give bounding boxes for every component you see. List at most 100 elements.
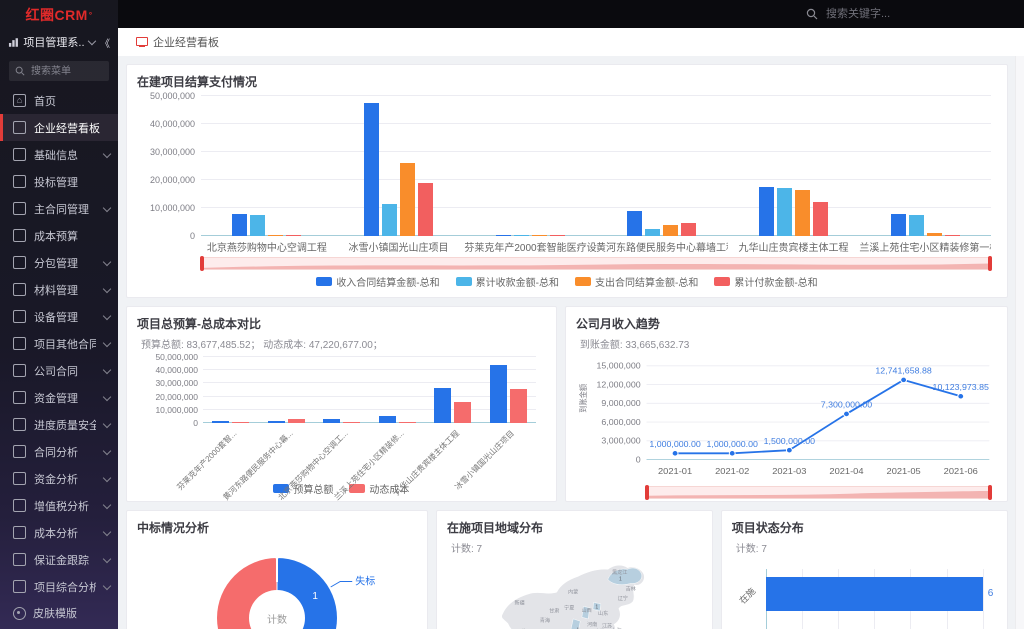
- folder-icon: [13, 580, 26, 593]
- sidebar-item-label: 投标管理: [34, 176, 78, 189]
- bar-group: [425, 357, 480, 423]
- bar: [250, 215, 266, 236]
- bar: [489, 364, 507, 423]
- bar: [645, 229, 661, 236]
- sidebar-item-label: 保证金跟踪: [34, 554, 89, 567]
- sidebar-search[interactable]: [9, 61, 109, 81]
- global-search-input[interactable]: [824, 7, 938, 21]
- home-icon: ⌂: [13, 94, 26, 107]
- folder-icon: [13, 310, 26, 323]
- svg-text:失标: 失标: [355, 575, 375, 588]
- svg-text:15,000,000: 15,000,000: [596, 361, 640, 371]
- svg-text:9,000,000: 9,000,000: [601, 398, 641, 408]
- chevron-down-icon: [102, 311, 112, 320]
- sidebar-item-folder[interactable]: 分包管理: [0, 249, 118, 276]
- sidebar-item-folder[interactable]: 材料管理: [0, 276, 118, 303]
- bar: [926, 233, 942, 236]
- workspace-switcher[interactable]: 项目管理系... 《: [0, 30, 118, 54]
- workspace-name: 项目管理系...: [23, 37, 85, 49]
- legend-item[interactable]: 动态成本: [349, 481, 409, 496]
- legend-item[interactable]: 预算总额: [273, 481, 333, 496]
- datazoom-handle-left[interactable]: [200, 256, 204, 271]
- datazoom-slider[interactable]: [200, 256, 992, 271]
- svg-text:12,741,658.88: 12,741,658.88: [875, 366, 932, 376]
- panel-region-distribution: 在施项目地域分布 计数: 7 黑龙江 吉林 辽宁 内蒙 新疆 甘肃 青海 宁夏 山西 山东 河南 江苏…: [436, 510, 713, 629]
- map-highlight-shaanxi[interactable]: [571, 618, 581, 629]
- map-highlight-shanxi[interactable]: [582, 605, 591, 620]
- map-highlight-heilongjiang[interactable]: [607, 567, 643, 585]
- sidebar-item-doc[interactable]: 资金管理: [0, 384, 118, 411]
- map-value-label: 1: [619, 576, 622, 582]
- map-province-label: 青海: [540, 617, 550, 624]
- skin-icon: [13, 606, 26, 620]
- y-axis-tick-label: 50,000,000: [149, 91, 195, 101]
- chevron-down-icon: [102, 392, 112, 401]
- datazoom-handle-right[interactable]: [988, 256, 992, 271]
- sidebar-item-folder[interactable]: 进度质量安全: [0, 411, 118, 438]
- sidebar-item-folder[interactable]: 增值税分析: [0, 492, 118, 519]
- china-map-svg: 黑龙江吉林辽宁内蒙新疆甘肃青海宁夏山西山东河南江苏安徽上海浙江湖北重庆四川贵州湖…: [501, 564, 646, 629]
- sidebar-item-contract[interactable]: 主合同管理: [0, 195, 118, 222]
- donut-labels: 1失标2中标: [312, 575, 375, 603]
- bar-group: [333, 96, 465, 236]
- scrollbar[interactable]: [1015, 56, 1024, 629]
- sidebar-item-doc[interactable]: 合同分析: [0, 438, 118, 465]
- sidebar-item-folder[interactable]: 项目综合分析: [0, 573, 118, 600]
- svg-text:到账金额: 到账金额: [577, 383, 587, 412]
- sidebar-item-label: 首页: [34, 95, 56, 108]
- sidebar-item-skin-template[interactable]: 皮肤模版: [0, 605, 118, 621]
- bar: [813, 202, 829, 236]
- chevron-down-icon: [102, 581, 112, 590]
- chevron-down-icon: [102, 473, 112, 482]
- bar: [212, 421, 230, 423]
- contract-icon: [13, 337, 26, 350]
- doc-icon: [13, 148, 26, 161]
- logo: 红圈CRM °: [0, 0, 118, 30]
- dashboard-content: 在建项目结算支付情况 0 10,000,000 20,000,000 30,000,0…: [118, 56, 1024, 629]
- sidebar-item-home[interactable]: ⌂ 首页: [0, 87, 118, 114]
- legend-item[interactable]: 累计付款金额-总和: [714, 274, 818, 289]
- tab-enterprise-dashboard[interactable]: 企业经营看板: [128, 30, 227, 54]
- sidebar-item-dashboard[interactable]: 企业经营看板: [0, 114, 118, 141]
- category-label: 冰雪小镇国光山庄项目: [348, 243, 449, 254]
- chevron-down-icon: [102, 338, 112, 347]
- legend-swatch: [273, 484, 290, 493]
- datazoom-handle-left[interactable]: [644, 485, 649, 500]
- map-province-label: 宁夏: [565, 604, 575, 611]
- sidebar-item-bid[interactable]: 投标管理: [0, 168, 118, 195]
- datazoom-handle-right[interactable]: [988, 485, 992, 500]
- sidebar-item-label: 设备管理: [34, 311, 78, 324]
- sidebar-item-folder[interactable]: 设备管理: [0, 303, 118, 330]
- sidebar-item-doc[interactable]: 成本分析: [0, 519, 118, 546]
- sidebar-item-doc[interactable]: 基础信息: [0, 141, 118, 168]
- legend-swatch: [316, 277, 333, 286]
- sidebar-item-label: 公司合同: [34, 365, 78, 378]
- collapse-sidebar-icon[interactable]: 《: [100, 38, 110, 50]
- y-axis-tick-label: 10,000,000: [155, 404, 198, 415]
- search-icon[interactable]: [806, 8, 818, 20]
- bar: [378, 416, 396, 423]
- y-axis-tick-label: 40,000,000: [155, 365, 198, 376]
- datazoom-slider[interactable]: [644, 485, 992, 500]
- legend-item[interactable]: 收入合同结算金额-总和: [316, 274, 440, 289]
- panel-title: 公司月收入趋势: [575, 317, 660, 331]
- sidebar-item-contract[interactable]: 公司合同: [0, 357, 118, 384]
- map-outline: [501, 564, 646, 629]
- menu-search-input[interactable]: [29, 64, 103, 78]
- bar: [287, 419, 305, 423]
- map-highlight-beijing[interactable]: [593, 602, 602, 612]
- sidebar-item-contract[interactable]: 项目其他合同: [0, 330, 118, 357]
- sidebar-item-budget[interactable]: 成本预算: [0, 222, 118, 249]
- sidebar-item-label: 合同分析: [34, 446, 78, 459]
- legend-item[interactable]: 累计收款金额-总和: [455, 274, 559, 289]
- bar-group: [258, 357, 313, 423]
- sidebar-item-doc[interactable]: 保证金跟踪: [0, 546, 118, 573]
- legend-item[interactable]: 支出合同结算金额-总和: [575, 274, 698, 289]
- sidebar-item-contract[interactable]: 资金分析: [0, 465, 118, 492]
- y-axis-tick-label: 10,000,000: [149, 203, 195, 213]
- bar: [232, 421, 250, 423]
- contract-icon: [13, 202, 26, 215]
- panel-stats: 计数: 7: [735, 544, 767, 555]
- bar-group: [480, 357, 535, 423]
- y-axis-tick-label: 0: [193, 418, 198, 428]
